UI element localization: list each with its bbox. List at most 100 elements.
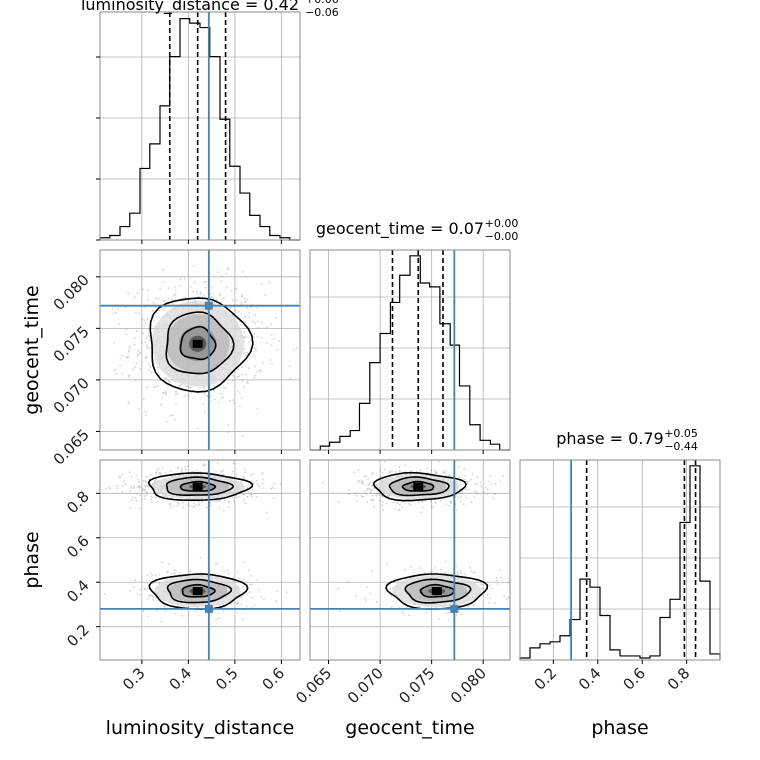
scatter-point: [197, 427, 199, 430]
panel-title-main: phase = 0.79: [556, 429, 663, 448]
scatter-point: [230, 289, 233, 292]
scatter-point: [348, 489, 351, 492]
scatter-point: [148, 347, 151, 350]
scatter-point: [403, 613, 406, 616]
scatter-point: [173, 505, 175, 508]
scatter-point: [134, 296, 137, 299]
scatter-point: [134, 311, 137, 314]
scatter-point: [376, 492, 378, 495]
scatter-point: [430, 500, 432, 502]
scatter-point: [261, 472, 264, 474]
scatter-point: [362, 495, 365, 498]
scatter-point: [450, 501, 453, 503]
scatter-point: [135, 499, 138, 502]
histogram-panel-luminosity_distance: [96, 11, 301, 244]
scatter-point: [382, 509, 384, 511]
y-tick-label: 0.6: [63, 532, 93, 562]
scatter-point: [444, 572, 447, 574]
scatter-point: [459, 500, 462, 503]
scatter-point: [127, 355, 130, 358]
scatter-point: [233, 500, 235, 502]
scatter-point: [369, 490, 372, 493]
scatter-point: [273, 338, 276, 340]
scatter-point: [258, 485, 261, 488]
scatter-point: [270, 334, 273, 336]
scatter-point: [457, 466, 460, 468]
scatter-point: [125, 333, 128, 336]
scatter-point: [142, 332, 145, 334]
scatter-point: [276, 590, 278, 593]
scatter-point: [488, 601, 491, 604]
contour-line: [165, 311, 235, 375]
scatter-point: [199, 557, 202, 559]
scatter-point: [127, 351, 130, 353]
y-tick-label: 0.075: [50, 322, 93, 365]
scatter-point: [370, 489, 372, 491]
scatter-point: [456, 571, 459, 574]
scatter-point: [145, 493, 148, 496]
scatter-point: [237, 368, 240, 370]
scatter-point: [232, 402, 235, 404]
scatter-point: [189, 505, 192, 507]
scatter-point: [137, 354, 140, 356]
scatter-point: [145, 475, 148, 478]
scatter-point: [492, 497, 495, 500]
truth-marker: [450, 604, 459, 613]
scatter-point: [421, 506, 424, 509]
scatter-point: [119, 364, 122, 367]
scatter-point: [215, 471, 217, 473]
scatter-point: [278, 339, 280, 342]
scatter-point: [463, 468, 466, 471]
scatter-point: [148, 363, 151, 366]
x-tick-label: 0.070: [344, 664, 387, 707]
scatter-point: [134, 379, 137, 382]
scatter-point: [357, 469, 360, 471]
2d-panel-content: [100, 250, 300, 450]
scatter-point: [159, 474, 162, 476]
scatter-point: [184, 466, 187, 468]
scatter-point: [366, 487, 369, 490]
scatter-point: [472, 604, 475, 606]
scatter-point: [366, 501, 368, 503]
scatter-point: [250, 480, 253, 483]
scatter-point: [190, 391, 193, 394]
scatter-point: [256, 370, 258, 373]
scatter-point: [444, 470, 446, 472]
scatter-point: [219, 392, 222, 395]
scatter-point: [147, 597, 149, 600]
scatter-point: [226, 268, 229, 271]
scatter-point: [370, 472, 373, 475]
scatter-point: [379, 469, 381, 472]
scatter-point: [202, 386, 205, 389]
scatter-point: [276, 349, 278, 351]
scatter-point: [138, 485, 141, 488]
scatter-point: [248, 485, 251, 488]
scatter-point: [157, 467, 160, 470]
scatter-point: [154, 574, 157, 576]
scatter-point: [366, 586, 369, 588]
scatter-point: [132, 487, 135, 490]
scatter-point: [363, 492, 366, 494]
scatter-point: [248, 367, 250, 370]
scatter-point: [356, 481, 359, 484]
scatter-point: [228, 399, 231, 402]
scatter-point: [378, 494, 381, 497]
scatter-point: [243, 335, 245, 338]
scatter-point: [448, 505, 451, 507]
truth-marker: [204, 301, 213, 310]
scatter-point: [174, 393, 177, 396]
scatter-point: [210, 504, 212, 507]
scatter-point: [368, 481, 371, 484]
scatter-point: [246, 351, 248, 354]
scatter-point: [396, 502, 399, 504]
scatter-point: [447, 611, 450, 614]
scatter-point: [221, 275, 224, 278]
scatter-point: [139, 352, 141, 354]
scatter-point: [254, 314, 257, 316]
scatter-point: [148, 339, 151, 342]
scatter-point: [218, 506, 221, 509]
scatter-point: [144, 410, 147, 413]
scatter-point: [176, 504, 179, 507]
scatter-point: [455, 565, 458, 568]
scatter-point: [232, 576, 235, 579]
